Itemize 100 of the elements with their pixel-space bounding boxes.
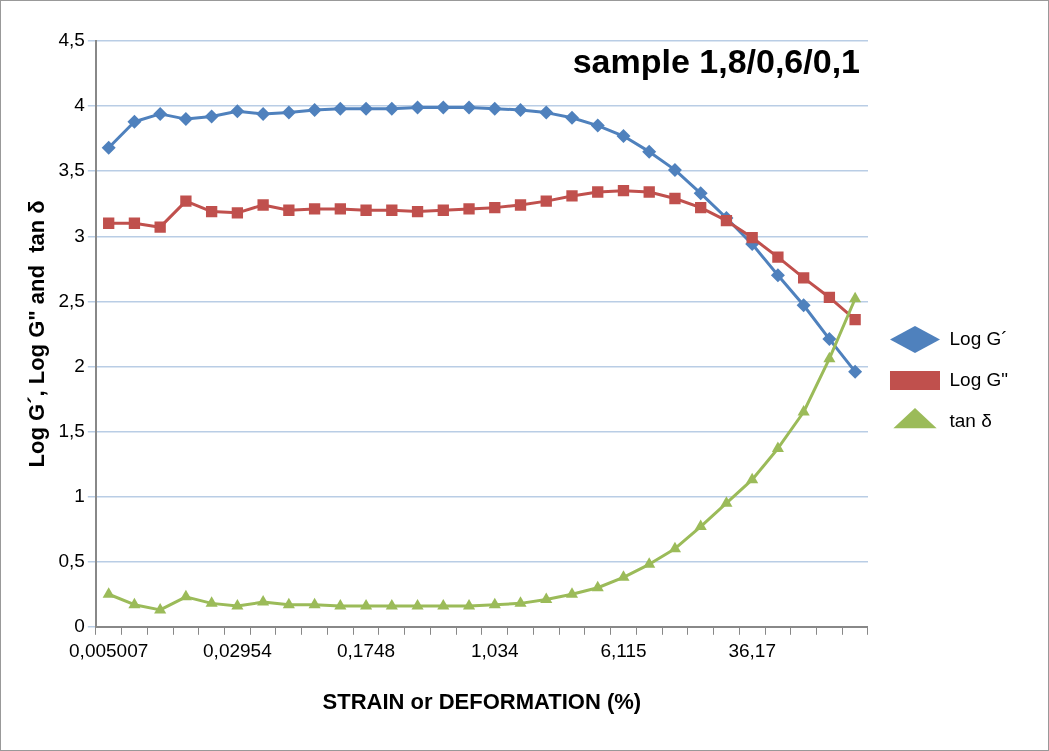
point <box>848 364 863 379</box>
point <box>257 595 270 606</box>
point <box>591 580 604 592</box>
point <box>180 195 192 207</box>
point <box>514 199 527 211</box>
y-tick-label: 3,5 <box>58 159 85 181</box>
point <box>360 598 373 610</box>
x-tick-label: 6,115 <box>600 640 647 662</box>
point <box>694 519 707 531</box>
point <box>231 207 244 219</box>
point <box>797 272 810 284</box>
point <box>308 203 321 215</box>
point <box>128 217 141 229</box>
point <box>566 190 578 202</box>
point <box>205 205 218 218</box>
point <box>822 332 837 347</box>
point <box>256 106 271 121</box>
point <box>154 221 166 233</box>
point <box>488 597 501 609</box>
point <box>205 596 218 607</box>
point <box>153 106 168 121</box>
point <box>487 101 502 116</box>
point <box>282 597 295 609</box>
point <box>334 203 346 215</box>
point <box>849 313 861 326</box>
point <box>462 100 477 115</box>
point <box>463 203 475 215</box>
y-axis-title: Log G´, Log G" and tan δ <box>24 200 50 468</box>
point <box>204 109 219 124</box>
point <box>103 217 115 229</box>
point <box>540 195 552 207</box>
chart-title: sample 1,8/0,6/0,1 <box>572 42 860 81</box>
point <box>693 186 708 201</box>
point <box>669 192 681 205</box>
point <box>437 598 450 610</box>
legend-label: Log G" <box>949 368 1009 390</box>
point <box>746 231 758 244</box>
point <box>360 204 372 216</box>
point <box>770 268 785 283</box>
point <box>411 205 424 218</box>
y-tick-label: 1 <box>74 484 85 506</box>
point <box>823 291 836 304</box>
x-tick-label: 1,034 <box>471 640 519 662</box>
legend-label: tan δ <box>949 409 992 431</box>
point <box>564 110 579 125</box>
point <box>283 204 295 216</box>
point <box>617 185 630 197</box>
point <box>849 291 862 303</box>
x-tick-label: 0,005007 <box>69 640 149 662</box>
y-tick-label: 2,5 <box>58 289 85 311</box>
x-tick-label: 0,1748 <box>337 640 396 662</box>
y-tick-label: 1,5 <box>58 419 85 441</box>
point <box>308 597 321 609</box>
point <box>102 587 115 598</box>
point <box>540 592 553 603</box>
point <box>797 405 810 416</box>
point <box>334 598 347 610</box>
point <box>592 186 604 198</box>
y-tick-label: 4 <box>74 94 86 116</box>
x-tick-label: 0,02954 <box>203 640 273 662</box>
point <box>772 251 784 263</box>
point <box>513 102 528 117</box>
point <box>720 496 733 507</box>
point <box>386 204 398 216</box>
point <box>796 298 811 313</box>
y-tick-label: 0 <box>74 615 85 637</box>
point <box>128 597 141 609</box>
x-tick-label: 36,17 <box>728 640 776 662</box>
point <box>230 104 245 119</box>
y-tick-label: 4,5 <box>58 29 85 51</box>
point <box>307 102 322 117</box>
y-tick-label: 0,5 <box>58 549 85 571</box>
y-tick-label: 2 <box>74 354 85 376</box>
point <box>437 204 449 216</box>
point <box>127 114 142 129</box>
point <box>281 105 296 120</box>
point <box>616 129 631 144</box>
point <box>178 112 193 127</box>
point <box>617 570 630 581</box>
point <box>695 201 707 214</box>
point <box>668 541 682 553</box>
legend-label: Log G´ <box>949 327 1008 349</box>
point <box>384 101 399 116</box>
point <box>667 162 682 177</box>
y-tick-label: 3 <box>74 224 85 246</box>
point <box>154 602 167 614</box>
point <box>514 596 527 607</box>
point <box>643 186 655 198</box>
point <box>385 598 398 610</box>
x-axis-title: STRAIN or DEFORMATION (%) <box>322 688 642 714</box>
point <box>359 101 374 116</box>
point <box>101 140 116 155</box>
point <box>539 105 554 120</box>
point <box>231 598 244 610</box>
point <box>333 101 348 116</box>
point <box>642 144 657 159</box>
point <box>643 557 656 568</box>
point <box>257 199 269 211</box>
point <box>565 587 579 598</box>
point <box>590 118 605 133</box>
